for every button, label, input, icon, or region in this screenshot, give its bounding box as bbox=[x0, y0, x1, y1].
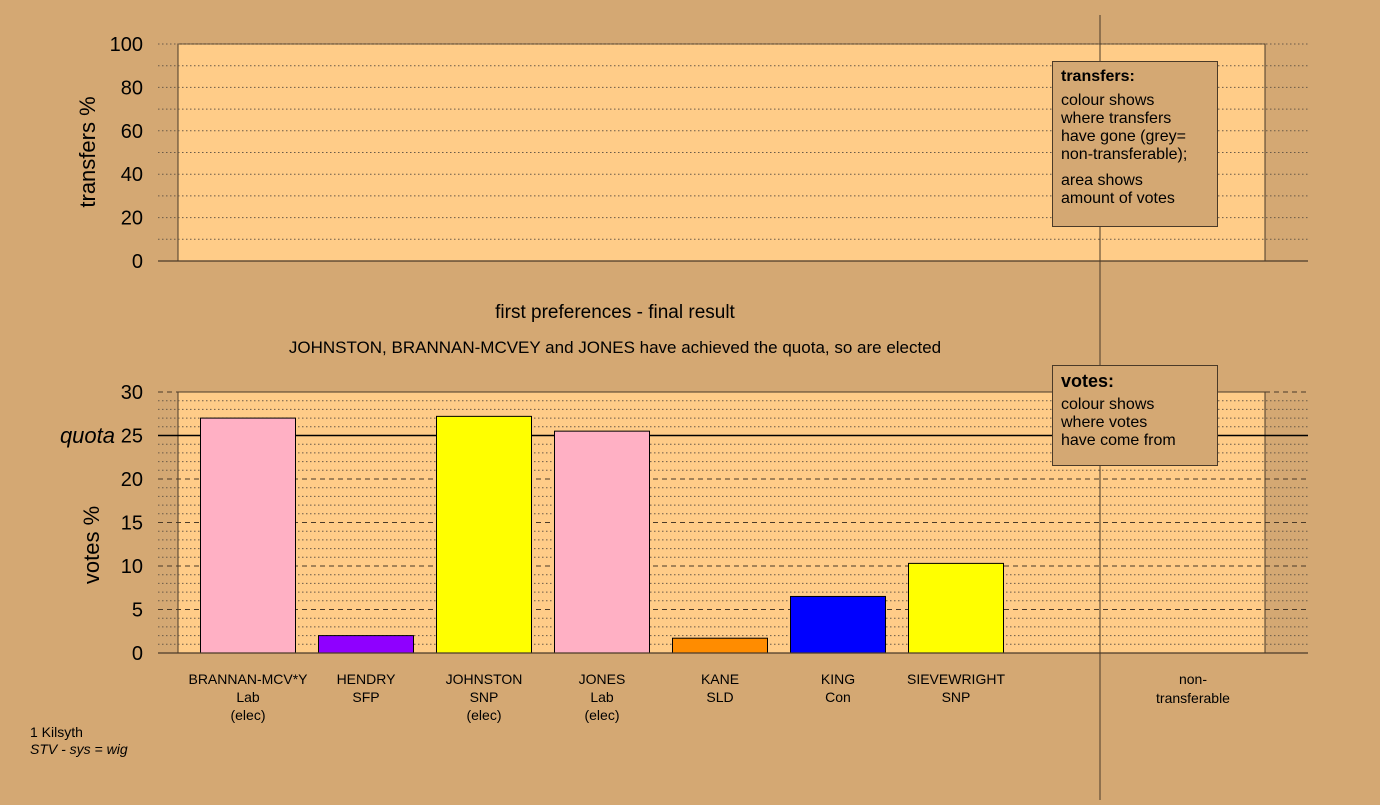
transfers-tick-label: 80 bbox=[121, 77, 143, 99]
votes-bar bbox=[436, 415, 532, 654]
transfers-legend-line5: area shows bbox=[1061, 172, 1143, 189]
votes-tick-label: 15 bbox=[121, 513, 143, 535]
votes-bar bbox=[908, 562, 1004, 654]
votes-legend-line3: have come from bbox=[1061, 432, 1176, 449]
transfers-tick-label: 0 bbox=[132, 251, 143, 273]
transfers-legend-line6: amount of votes bbox=[1061, 190, 1175, 207]
transfers-ylabel: transfers % bbox=[75, 96, 100, 207]
candidate-name-label: KING bbox=[821, 671, 855, 687]
candidate-status-label: (elec) bbox=[584, 707, 619, 723]
candidate-name-label: KANE bbox=[701, 671, 739, 687]
votes-bar bbox=[554, 430, 650, 654]
votes-bar bbox=[318, 635, 414, 654]
transfers-legend-line1: colour shows bbox=[1061, 92, 1155, 109]
candidate-name-label: HENDRY bbox=[337, 671, 397, 687]
footer: 1 Kilsyth STV - sys = wig bbox=[30, 724, 128, 758]
votes-bar bbox=[200, 417, 296, 654]
votes-bar bbox=[790, 595, 886, 654]
transfers-tick-label: 60 bbox=[121, 121, 143, 143]
votes-tick-label: 10 bbox=[121, 556, 143, 578]
transfers-legend-line4: non-transferable); bbox=[1061, 146, 1188, 163]
candidate-party-label: SNP bbox=[470, 689, 499, 705]
votes-tick-label: 0 bbox=[132, 643, 143, 665]
candidate-party-label: SLD bbox=[706, 689, 733, 705]
votes-bar bbox=[672, 637, 768, 654]
nontransferable-label-line2: transferable bbox=[1156, 690, 1230, 706]
votes-legend: votes: colour shows where votes have com… bbox=[1052, 365, 1218, 466]
candidate-party-label: SNP bbox=[942, 689, 971, 705]
candidate-name-label: JOHNSTON bbox=[446, 671, 523, 687]
candidate-party-label: SFP bbox=[352, 689, 379, 705]
votes-ylabel: votes % bbox=[79, 506, 104, 584]
ward-label: 1 Kilsyth bbox=[30, 724, 83, 740]
votes-legend-line2: where votes bbox=[1061, 414, 1148, 431]
candidate-name-label: JONES bbox=[579, 671, 626, 687]
votes-tick-label: 5 bbox=[132, 600, 143, 622]
system-label: STV - sys = wig bbox=[30, 741, 128, 757]
votes-tick-label: 30 bbox=[121, 382, 143, 404]
votes-tick-label: 20 bbox=[121, 469, 143, 491]
transfers-legend-title: transfers: bbox=[1061, 68, 1135, 85]
votes-legend-line1: colour shows bbox=[1061, 396, 1155, 413]
transfers-legend-text-area: area shows amount of votes bbox=[1061, 172, 1209, 208]
quota-label: quota bbox=[60, 423, 115, 448]
transfers-legend-line2: where transfers bbox=[1061, 110, 1172, 127]
candidate-status-label: (elec) bbox=[230, 707, 265, 723]
candidate-party-label: Con bbox=[825, 689, 851, 705]
candidate-party-label: Lab bbox=[236, 689, 260, 705]
candidate-name-label: BRANNAN-MCV*Y bbox=[188, 671, 308, 687]
votes-tick-label: 25 bbox=[121, 426, 143, 448]
votes-legend-title: votes: bbox=[1061, 371, 1115, 391]
transfers-legend-text-colour: colour shows where transfers have gone (… bbox=[1061, 92, 1209, 164]
transfers-tick-label: 40 bbox=[121, 164, 143, 186]
votes-title: first preferences - final result bbox=[495, 302, 735, 323]
nontransferable-label-line1: non- bbox=[1179, 671, 1207, 687]
votes-legend-text: colour shows where votes have come from bbox=[1061, 396, 1209, 450]
votes-subtitle: JOHNSTON, BRANNAN-MCVEY and JONES have a… bbox=[289, 338, 941, 357]
transfers-tick-label: 100 bbox=[110, 34, 143, 56]
transfers-legend-line3: have gone (grey= bbox=[1061, 128, 1186, 145]
candidate-party-label: Lab bbox=[590, 689, 614, 705]
transfers-legend: transfers: colour shows where transfers … bbox=[1052, 61, 1218, 227]
transfers-tick-label: 20 bbox=[121, 208, 143, 230]
candidate-name-label: SIEVEWRIGHT bbox=[907, 671, 1005, 687]
candidate-status-label: (elec) bbox=[466, 707, 501, 723]
